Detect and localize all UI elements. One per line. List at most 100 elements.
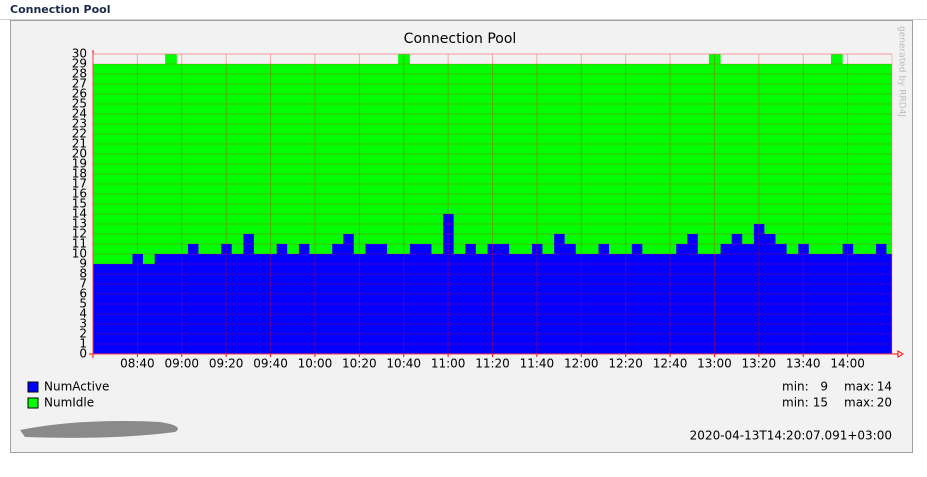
area-segment [420,64,433,244]
area-segment [320,254,333,354]
area-segment [664,64,677,254]
area-segment [353,254,366,354]
y-tick-label: 28 [72,67,87,81]
area-segment [797,64,810,244]
x-tick-label: 14:00 [830,357,865,371]
area-segment [265,254,277,354]
area-segment [509,254,521,354]
x-tick-label: 10:00 [298,357,333,371]
area-segment [298,244,310,354]
chart-title: Connection Pool [404,31,517,47]
y-tick-label: 27 [72,77,87,91]
area-segment [853,64,865,254]
legend-swatch [27,397,39,409]
area-segment [364,244,377,354]
area-segment [276,64,288,244]
area-segment [231,254,244,354]
legend-label: NumIdle [44,396,94,410]
y-tick-label: 6 [79,287,87,301]
area-segment [775,244,788,354]
area-segment [198,254,211,354]
y-tick-label: 15 [72,197,87,211]
area-segment [409,244,421,354]
area-segment [187,244,200,354]
area-segment [531,64,544,244]
area-segment [620,64,632,254]
area-segment [93,264,100,354]
y-tick-label: 26 [72,87,87,101]
area-segment [775,64,788,244]
area-segment [553,234,566,354]
area-segment [298,64,310,244]
x-tick-label: 13:40 [786,357,821,371]
area-segment [764,64,777,234]
area-segment [664,254,677,354]
area-segment [808,254,821,354]
area-segment [287,254,299,354]
area-segment [220,244,233,354]
area-segment [808,64,821,254]
area-segment [509,64,521,254]
area-segment [575,64,588,254]
area-segment [98,264,111,354]
area-segment [586,254,599,354]
area-segment [475,254,488,354]
area-segment [609,64,621,254]
area-segment [253,254,266,354]
area-segment [320,64,333,254]
area-segment [642,64,655,254]
area-segment [353,64,366,254]
area-segment [542,64,555,254]
area-segment [342,64,355,234]
timestamp: 2020-04-13T14:20:07.091+03:00 [690,429,892,443]
area-segment [387,64,399,254]
x-tick-label: 09:20 [209,357,244,371]
area-segment [176,254,188,354]
area-segment [697,254,710,354]
area-segment [209,64,222,254]
plot-area [93,54,892,354]
y-tick-label: 23 [72,117,87,131]
redaction [20,421,178,438]
area-segment [398,54,410,254]
area-segment [542,254,555,354]
area-segment [209,254,222,354]
y-tick-label: 25 [72,97,87,111]
area-segment [786,254,799,354]
area-segment [842,244,854,354]
area-segment [176,64,188,254]
area-segment [93,64,100,264]
area-segment [364,64,377,244]
y-tick-label: 3 [79,317,87,331]
area-segment [830,254,843,354]
area-segment [142,64,155,264]
area-segment [520,254,532,354]
x-tick-label: 13:00 [697,357,732,371]
area-segment [697,64,710,254]
y-tick-label: 18 [72,167,87,181]
area-segment [309,64,322,254]
x-tick-label: 12:40 [653,357,688,371]
x-tick-label: 10:20 [342,357,377,371]
area-segment [597,64,610,244]
area-segment [575,254,588,354]
area-segment [154,254,166,354]
area-segment [442,64,455,214]
area-segment [431,64,444,254]
stat-value: 9 [820,380,828,394]
area-segment [675,64,688,244]
y-tick-label: 16 [72,187,87,201]
area-segment [165,54,177,254]
area-segment [464,64,477,244]
area-segment [498,64,510,244]
area-segment [731,64,743,234]
area-segment [819,64,832,254]
area-segment [331,244,344,354]
area-segment [653,254,666,354]
stat-value: 20 [877,396,892,410]
area-segment [864,64,876,254]
area-segment [187,64,200,244]
panel-title: Connection Pool [10,3,110,16]
area-segment [253,64,266,254]
